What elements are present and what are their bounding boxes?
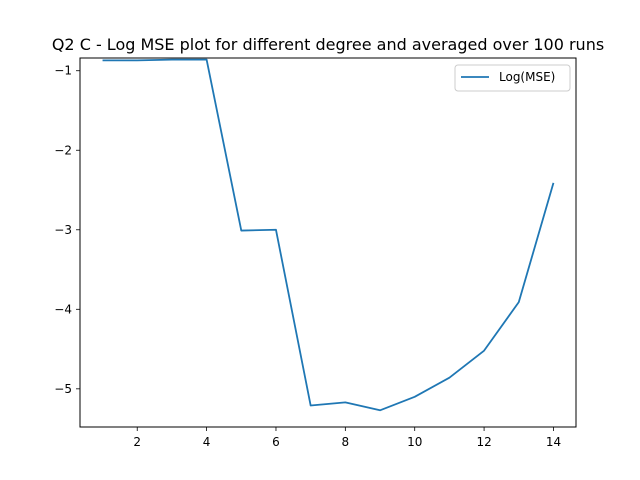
x-tick-label: 14 bbox=[546, 435, 561, 449]
x-tick-label: 2 bbox=[133, 435, 141, 449]
x-tick-label: 8 bbox=[342, 435, 350, 449]
y-tick-label: −2 bbox=[54, 143, 72, 157]
x-tick-label: 4 bbox=[203, 435, 211, 449]
legend: Log(MSE) bbox=[454, 64, 571, 92]
series-layer bbox=[102, 58, 555, 412]
y-tick-label: −3 bbox=[54, 223, 72, 237]
x-tick-label: 12 bbox=[476, 435, 491, 449]
series-line-0 bbox=[102, 58, 555, 412]
y-tick-label: −4 bbox=[54, 302, 72, 316]
x-tick-label: 10 bbox=[407, 435, 422, 449]
y-tick-label: −1 bbox=[54, 64, 72, 78]
y-tick-label: −5 bbox=[54, 382, 72, 396]
chart-title: Q2 C - Log MSE plot for different degree… bbox=[52, 35, 604, 54]
plot-area-frame bbox=[79, 57, 577, 428]
x-tick-label: 6 bbox=[272, 435, 280, 449]
x-axis: 2 4 6 8 10 12 14 bbox=[133, 427, 561, 449]
legend-label: Log(MSE) bbox=[499, 70, 555, 84]
legend-box bbox=[454, 64, 571, 92]
y-axis: −1 −2 −3 −4 −5 bbox=[54, 64, 80, 396]
